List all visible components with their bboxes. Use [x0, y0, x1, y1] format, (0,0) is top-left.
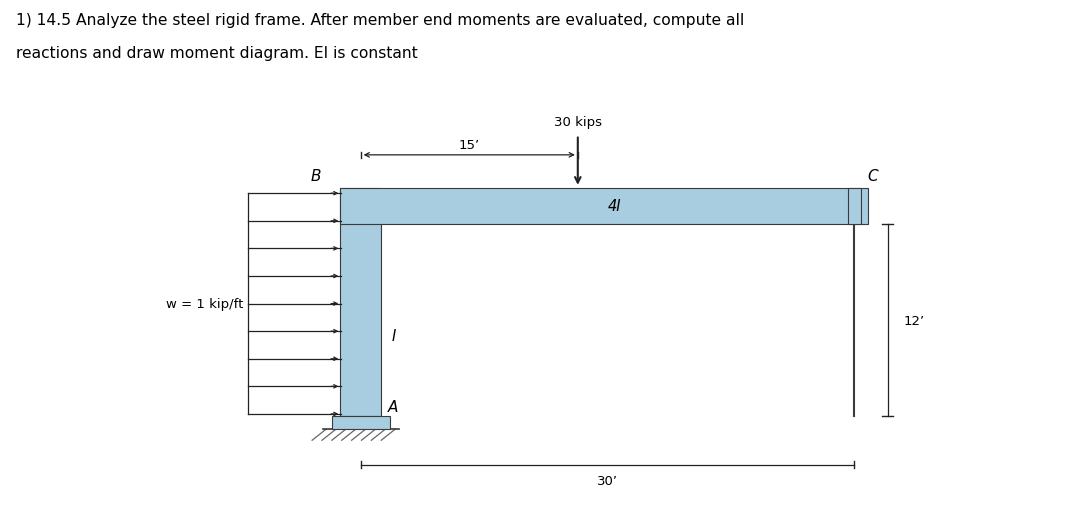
Text: 4I: 4I	[608, 199, 621, 214]
Text: A: A	[388, 399, 399, 414]
Text: 1) 14.5 Analyze the steel rigid frame. After member end moments are evaluated, c: 1) 14.5 Analyze the steel rigid frame. A…	[16, 13, 744, 28]
Bar	[332, 417, 390, 429]
Text: 12’: 12’	[904, 314, 926, 327]
Bar	[340, 188, 868, 225]
Text: B: B	[310, 168, 321, 183]
Text: C: C	[867, 168, 878, 183]
Text: 30’: 30’	[597, 474, 618, 487]
Text: 30 kips: 30 kips	[554, 116, 602, 129]
Bar	[848, 188, 861, 225]
Text: reactions and draw moment diagram. EI is constant: reactions and draw moment diagram. EI is…	[16, 45, 418, 61]
Bar	[340, 188, 381, 417]
Text: I: I	[392, 328, 396, 343]
Text: 15’: 15’	[459, 138, 480, 152]
Text: w = 1 kip/ft: w = 1 kip/ft	[165, 297, 243, 311]
